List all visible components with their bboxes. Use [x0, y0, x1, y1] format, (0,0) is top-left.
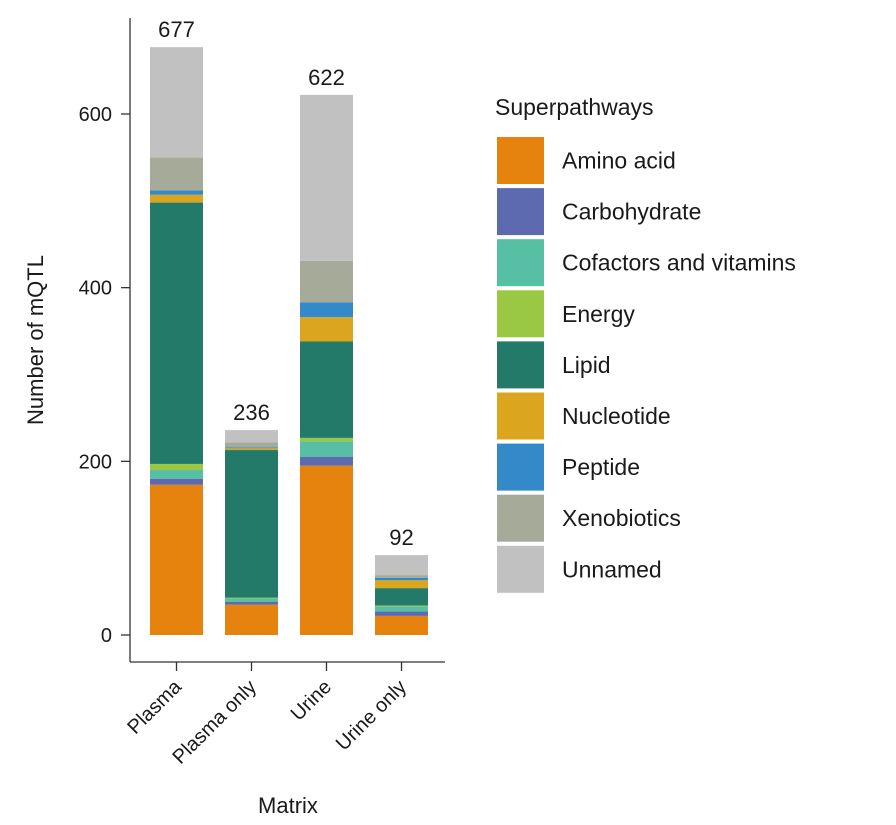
bar-segment	[375, 577, 428, 581]
bar-segment	[150, 478, 203, 485]
bar-segment	[225, 430, 278, 443]
legend-swatch	[497, 137, 544, 184]
bar-segment	[375, 611, 428, 616]
y-axis-title: Number of mQTL	[23, 255, 48, 425]
legend: Superpathways Amino acid Carbohydrate Cofa…	[495, 94, 796, 593]
bar-segment	[375, 615, 428, 635]
bar-segment	[150, 47, 203, 158]
bars	[150, 47, 428, 635]
bar-segment	[375, 605, 428, 607]
bar-segment	[225, 450, 278, 598]
bar-total-label: 92	[389, 525, 413, 550]
bar-segment	[300, 302, 353, 318]
legend-item-label: Lipid	[562, 352, 611, 378]
y-tick-label: 0	[101, 625, 112, 647]
bar-segment	[225, 448, 278, 451]
legend-item-label: Energy	[562, 301, 635, 327]
bar-segment	[225, 604, 278, 635]
legend-swatch	[497, 545, 544, 593]
legend-swatch	[497, 392, 544, 440]
bar-segment	[300, 341, 353, 438]
legend-title: Superpathways	[495, 94, 654, 120]
bar-segment	[150, 202, 203, 464]
legend-swatch	[497, 494, 544, 542]
bar-total-label: 236	[233, 400, 270, 425]
legend-item-label: Unnamed	[562, 556, 662, 582]
bar-segment	[300, 437, 353, 442]
bar-segment	[300, 465, 353, 635]
bar-segment	[225, 598, 278, 603]
bar-segment	[150, 190, 203, 195]
legend-item-label: Amino acid	[562, 148, 676, 174]
bar-segment	[150, 157, 203, 191]
bar-segment	[375, 588, 428, 606]
bar-total-label: 677	[158, 17, 195, 42]
bar-totals: 677 236 622 92	[158, 17, 414, 550]
bar-segment	[150, 484, 203, 635]
x-tick-label: Urine	[287, 676, 336, 725]
bar-segment	[300, 94, 353, 261]
legend-swatch	[497, 239, 544, 287]
bar-stack	[300, 94, 353, 635]
legend-item-label: Peptide	[562, 454, 640, 480]
legend-swatch	[497, 341, 544, 389]
bar-segment	[150, 463, 203, 471]
legend-item-label: Carbohydrate	[562, 199, 701, 225]
bar-segment	[150, 194, 203, 203]
bar-segment	[375, 555, 428, 576]
bar-segment	[150, 470, 203, 479]
bar-segment	[225, 447, 278, 449]
bar-segment	[300, 441, 353, 457]
y-tick-label: 400	[79, 278, 112, 300]
x-axis-title: Matrix	[258, 793, 318, 818]
legend-item-label: Cofactors and vitamins	[562, 250, 796, 276]
bar-segment	[300, 456, 353, 466]
bar-total-label: 622	[308, 65, 345, 90]
bar-segment	[375, 575, 428, 578]
bar-segment	[300, 317, 353, 342]
bar-segment	[375, 606, 428, 612]
bar-segment	[225, 442, 278, 448]
legend-swatch	[497, 443, 544, 491]
bar-stack	[150, 47, 203, 635]
legend-item-label: Nucleotide	[562, 403, 671, 429]
bar-segment	[225, 597, 278, 599]
bar-stack	[375, 555, 428, 635]
y-tick-label: 600	[79, 104, 112, 126]
legend-item-label: Xenobiotics	[562, 505, 681, 531]
x-tick-label: Urine only	[332, 676, 411, 755]
y-ticks: 0 200 400 600	[79, 104, 130, 647]
legend-swatch	[497, 290, 544, 338]
legend-swatch	[497, 188, 544, 236]
x-tick-label: Plasma	[123, 675, 186, 738]
bar-segment	[300, 260, 353, 303]
y-tick-label: 200	[79, 451, 112, 473]
bar-segment	[375, 580, 428, 589]
bar-segment	[225, 602, 278, 605]
bar-stack	[225, 430, 278, 635]
